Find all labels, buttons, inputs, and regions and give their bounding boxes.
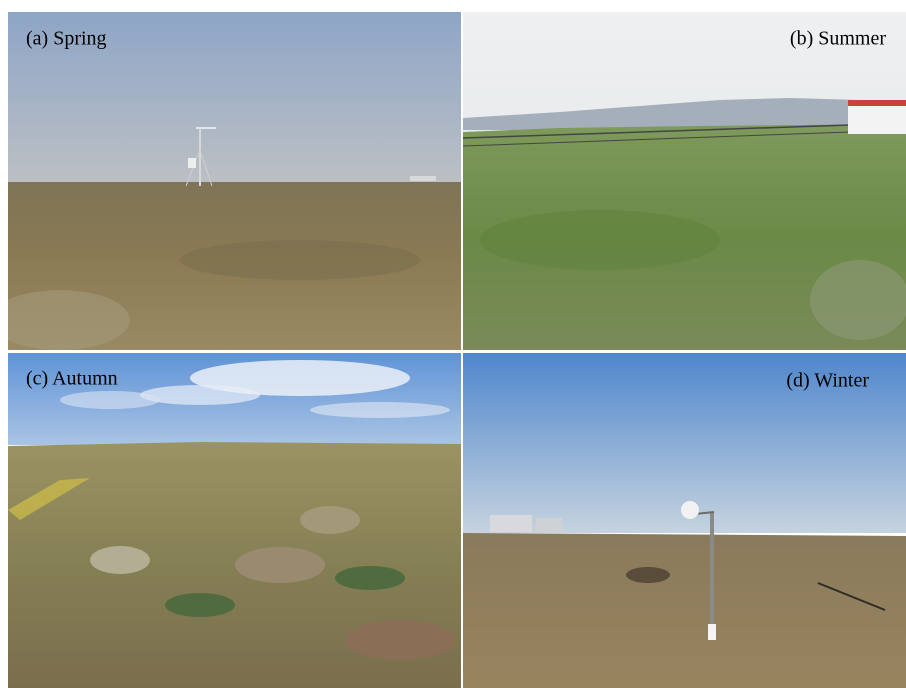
photo-winter — [463, 353, 906, 688]
photo-autumn — [8, 353, 461, 688]
panel-label: (b) Summer — [790, 28, 886, 50]
panel-label: (a) Spring — [26, 28, 107, 50]
photo-summer — [463, 12, 906, 350]
panel-label: (d) Winter — [786, 370, 869, 392]
panel-label: (c) Autumn — [26, 368, 118, 390]
photo-spring — [8, 12, 461, 350]
